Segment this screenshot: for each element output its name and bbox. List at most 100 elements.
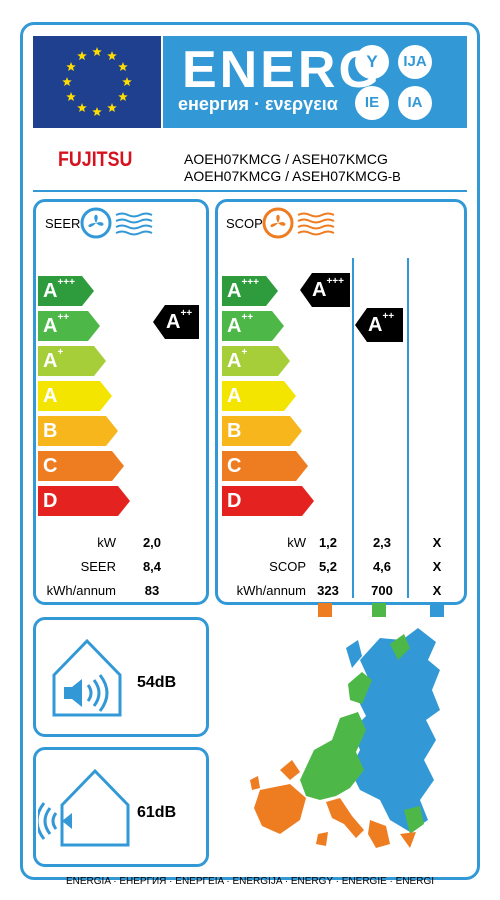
lang-badge-ija: IJA <box>398 45 432 79</box>
label-frame <box>20 22 480 880</box>
eu-stars-icon <box>62 47 132 116</box>
eu-star <box>122 77 132 86</box>
outdoor-noise-value: 61dB <box>137 804 177 821</box>
scop-row-value: 5,2 <box>318 559 338 574</box>
eu-star <box>77 103 87 112</box>
seer-rating-tag <box>153 305 199 339</box>
seer-class-arrow <box>38 346 106 376</box>
eu-star <box>92 107 102 116</box>
seer-class-arrow <box>38 486 130 516</box>
scop-rating-warm-sup: +++ <box>326 276 344 287</box>
zone-swatch-cold <box>430 603 444 617</box>
eu-star <box>107 103 117 112</box>
scop-class-arrow <box>222 381 296 411</box>
scop-column-divider <box>352 258 354 598</box>
indoor-noise-value: 54dB <box>137 674 177 691</box>
scop-class-label: B <box>227 420 242 442</box>
seer-class-arrow <box>38 276 94 306</box>
scop-row-value: 323 <box>317 583 339 598</box>
lang-badge-ie: IE <box>355 86 389 120</box>
scop-row-value: 700 <box>371 583 393 598</box>
seer-row-label: SEER <box>80 559 116 574</box>
scop-class-arrow <box>222 451 308 481</box>
header-divider <box>33 190 467 192</box>
scop-rating-average-letter: A <box>368 314 383 336</box>
scop-row-label: kWh/annum <box>236 583 306 598</box>
seer-class-label: B <box>43 420 58 442</box>
seer-class-arrow <box>38 311 100 341</box>
scop-class-label: C <box>227 455 242 477</box>
europe-climate-map <box>250 628 440 848</box>
heating-fan-icon <box>262 207 335 239</box>
seer-class-label: A+ <box>43 347 64 372</box>
scop-rating-average-sup: ++ <box>382 311 395 322</box>
scop-class-label: A++ <box>227 312 254 337</box>
scop-rating-average: A++ <box>368 310 394 340</box>
seer-class-label: C <box>43 455 58 477</box>
seer-row-label: kW <box>97 535 116 550</box>
scop-class-label: A <box>227 385 242 407</box>
lang-badge-ia: IA <box>398 86 432 120</box>
model-line-2: AOEH07KMCG / ASEH07KMCG-B <box>184 168 401 184</box>
seer-class-label: A++ <box>43 312 70 337</box>
zone-swatch-average <box>372 603 386 617</box>
scop-row-value: X <box>432 535 442 550</box>
scop-rating-tag-warm <box>300 273 350 307</box>
zone-swatch-warm <box>318 603 332 617</box>
scop-rating-warm-letter: A <box>312 279 327 301</box>
model-line-1: AOEH07KMCG / ASEH07KMCG <box>184 151 388 167</box>
scop-class-label: A+ <box>227 347 248 372</box>
scop-row-label: kW <box>287 535 306 550</box>
scop-class-arrow <box>222 276 278 306</box>
seer-class-label: A+++ <box>43 277 75 302</box>
eu-star <box>62 77 72 86</box>
eu-star <box>107 51 117 61</box>
eu-star <box>66 62 76 71</box>
seer-label: SEER <box>45 216 81 231</box>
seer-rating-letter: A++ <box>166 307 192 337</box>
scop-rating-tag-average <box>355 308 403 342</box>
outdoor-noise-panel <box>33 747 209 867</box>
outdoor-sound-icon <box>38 768 130 847</box>
seer-class-arrow <box>38 451 124 481</box>
scop-row-value: X <box>432 559 442 574</box>
scop-class-label: A+++ <box>227 277 259 302</box>
scop-class-arrow <box>222 311 284 341</box>
seer-class-arrow <box>38 416 118 446</box>
seer-row-label: kWh/annum <box>46 583 116 598</box>
eu-star <box>118 92 128 101</box>
seer-class-arrow <box>38 381 112 411</box>
scop-row-value: 1,2 <box>318 535 338 550</box>
eu-star <box>66 92 76 101</box>
indoor-sound-icon <box>52 638 122 717</box>
model-line-2-text: AOEH07KMCG / ASEH07KMCG <box>184 168 388 184</box>
seer-row-value: 83 <box>144 583 160 598</box>
eu-star <box>77 51 87 61</box>
scop-class-arrow <box>222 346 290 376</box>
seer-row-value: 2,0 <box>142 535 162 550</box>
eu-star <box>118 62 128 71</box>
scop-class-label: D <box>227 490 242 512</box>
seer-rating-sup: ++ <box>180 308 193 319</box>
scop-row-value: X <box>432 583 442 598</box>
scop-label: SCOP <box>226 216 263 231</box>
scop-row-value: 2,3 <box>372 535 392 550</box>
scop-class-arrow <box>222 486 314 516</box>
seer-rating-letter-text: A <box>166 311 181 333</box>
scop-class-arrow <box>222 416 302 446</box>
scop-column-divider <box>407 258 409 598</box>
brand-logo: FUJITSU <box>58 148 133 171</box>
scop-rating-warm: A+++ <box>312 275 344 305</box>
seer-row-value: 8,4 <box>142 559 162 574</box>
eu-star <box>92 47 102 56</box>
energy-word: ENERG <box>182 41 382 99</box>
scop-row-value: 4,6 <box>372 559 392 574</box>
scop-row-label: SCOP <box>269 559 306 574</box>
energy-subtitle: енергия · ενεργεια <box>178 94 338 114</box>
model-line-2-suffix: -B <box>387 169 401 184</box>
seer-class-label: D <box>43 490 58 512</box>
footer-languages: ENERGIA · ЕНЕРГИЯ · ΕΝΕΡΓΕΙΑ · ENERGIJA … <box>66 876 434 887</box>
seer-class-label: A <box>43 385 58 407</box>
lang-badge-y: Y <box>355 45 389 79</box>
cooling-fan-icon <box>80 207 153 239</box>
